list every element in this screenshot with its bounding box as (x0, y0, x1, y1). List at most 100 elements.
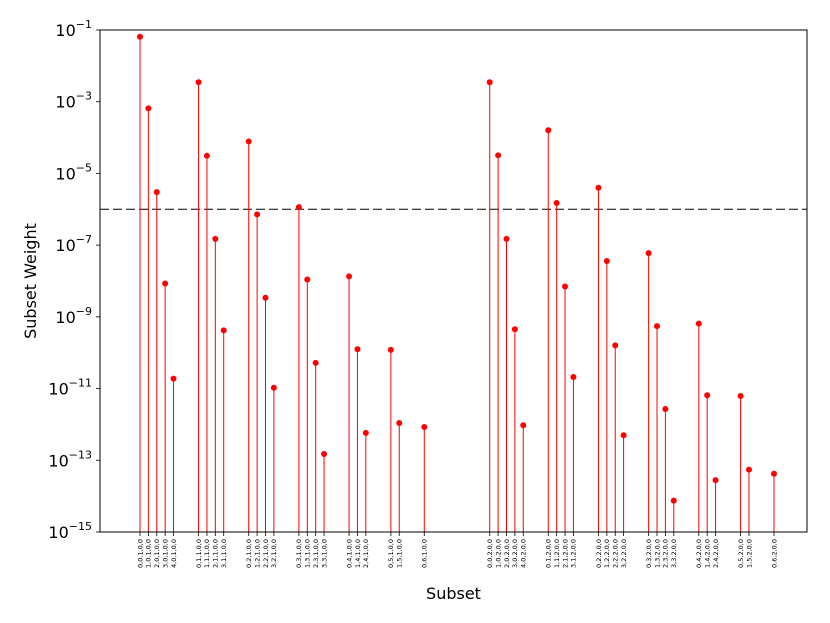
stem-marker (737, 393, 744, 400)
stems-group (139, 36, 775, 532)
y-axis-ticks: 10−1 10−3 10−5 10−7 10−9 10−11 10−13 10−15 (48, 18, 100, 542)
stem-marker (511, 326, 518, 333)
stem-marker (620, 432, 627, 439)
x-tick-label: 1,1,2,0,0 (553, 539, 561, 568)
stem-marker (662, 405, 669, 412)
stem-marker (712, 477, 719, 484)
x-tick-label: 0,4,2,0,0 (695, 539, 703, 568)
x-tick-label: 2,2,1,0,0 (262, 539, 270, 568)
y-tick-label: 10−13 (48, 448, 92, 470)
stem-marker (704, 392, 711, 399)
x-tick-label: 1,5,1,0,0 (396, 539, 404, 568)
stem-marker (137, 33, 143, 40)
stem-marker (153, 189, 160, 196)
stem-marker (354, 346, 361, 353)
stem-marker (304, 276, 311, 283)
stem-marker (553, 199, 560, 206)
x-tick-label: 2,2,2,0,0 (612, 539, 620, 568)
x-tick-label: 0,5,1,0,0 (387, 539, 395, 568)
x-tick-label: 0,2,1,0,0 (245, 539, 253, 568)
x-tick-label: 1,3,1,0,0 (304, 539, 312, 568)
x-tick-label: 3,0,1,0,0 (161, 539, 169, 568)
stem-marker (346, 273, 353, 280)
stem-marker (520, 422, 527, 429)
stem-marker (486, 79, 493, 86)
x-tick-label: 1,3,2,0,0 (653, 539, 661, 568)
stem-marker (312, 359, 319, 366)
x-tick-label: 0,1,1,0,0 (195, 539, 203, 568)
stem-marker (262, 294, 269, 301)
x-axis-title: Subset (426, 584, 481, 603)
x-tick-label: 0,0,1,0,0 (136, 539, 144, 568)
stem-marker (295, 204, 302, 211)
x-tick-label: 4,0,1,0,0 (170, 539, 178, 568)
stem-marker (421, 423, 428, 430)
x-tick-label: 0,6,1,0,0 (421, 539, 429, 568)
x-tick-label: 0,2,2,0,0 (595, 539, 603, 568)
x-tick-label: 2,3,1,0,0 (312, 539, 320, 568)
stem-marker (212, 235, 219, 242)
stem-marker (495, 152, 502, 159)
plot-frame (99, 29, 808, 533)
stem-marker (195, 79, 202, 86)
x-tick-label: 3,1,2,0,0 (570, 539, 578, 568)
x-tick-label: 0,5,2,0,0 (737, 539, 745, 568)
y-tick-label: 10−1 (55, 18, 92, 40)
x-tick-label: 1,2,1,0,0 (253, 539, 261, 568)
x-tick-label: 2,0,2,0,0 (503, 539, 511, 568)
x-tick-label: 3,2,2,0,0 (620, 539, 628, 568)
stem-marker (670, 497, 677, 504)
x-tick-label: 3,1,1,0,0 (220, 539, 228, 568)
x-tick-label: 0,0,2,0,0 (486, 539, 494, 568)
x-tick-label: 0,4,1,0,0 (345, 539, 353, 568)
stem-marker (362, 429, 369, 436)
x-tick-label: 3,0,2,0,0 (511, 539, 519, 568)
stem-marker (570, 374, 577, 381)
x-tick-label: 1,0,1,0,0 (145, 539, 153, 568)
y-axis-title: Subset Weight (21, 223, 40, 339)
markers-group (137, 33, 777, 504)
stem-marker (245, 138, 252, 145)
stem-marker (387, 346, 394, 353)
stem-marker (220, 327, 227, 334)
x-tick-label: 2,1,2,0,0 (561, 539, 569, 568)
x-tick-label: 0,6,2,0,0 (770, 539, 778, 568)
stem-marker (503, 235, 510, 242)
stem-marker (270, 384, 277, 391)
stem-marker (162, 280, 169, 287)
y-tick-label: 10−9 (55, 305, 92, 327)
x-tick-label: 1,1,1,0,0 (203, 539, 211, 568)
stem-marker (771, 470, 777, 477)
stem-marker (170, 375, 177, 382)
x-tick-label: 3,3,1,0,0 (320, 539, 328, 568)
y-tick-label: 10−5 (55, 161, 92, 183)
y-tick-label: 10−7 (55, 233, 92, 255)
stem-marker (396, 419, 403, 426)
x-tick-label: 1,0,2,0,0 (494, 539, 502, 568)
stem-marker (254, 211, 261, 218)
x-tick-label: 4,0,2,0,0 (520, 539, 528, 568)
x-tick-label: 2,4,1,0,0 (362, 539, 370, 568)
x-tick-label: 2,3,2,0,0 (662, 539, 670, 568)
stem-marker (321, 450, 328, 457)
y-tick-label: 10−15 (48, 520, 92, 542)
stem-marker (654, 323, 661, 330)
stem-marker (545, 127, 552, 134)
x-tick-label: 1,5,2,0,0 (745, 539, 753, 568)
stem-marker (203, 152, 210, 159)
x-tick-label: 3,2,1,0,0 (270, 539, 278, 568)
stem-marker (595, 184, 602, 191)
x-tick-label: 0,3,1,0,0 (295, 539, 303, 568)
x-tick-label: 2,0,1,0,0 (153, 539, 161, 568)
x-tick-label: 3,3,2,0,0 (670, 539, 678, 568)
x-tick-label: 1,2,2,0,0 (603, 539, 611, 568)
x-tick-label: 2,1,1,0,0 (212, 539, 220, 568)
x-axis-ticks: 0,0,1,0,0 1,0,1,0,0 2,0,1,0,0 3,0,1,0,0 4,0,… (136, 532, 778, 568)
x-tick-label: 1,4,2,0,0 (703, 539, 711, 568)
x-tick-label: 0,3,2,0,0 (645, 539, 653, 568)
y-tick-label: 10−11 (48, 377, 92, 399)
stem-marker (645, 250, 652, 257)
stem-marker (603, 258, 610, 265)
